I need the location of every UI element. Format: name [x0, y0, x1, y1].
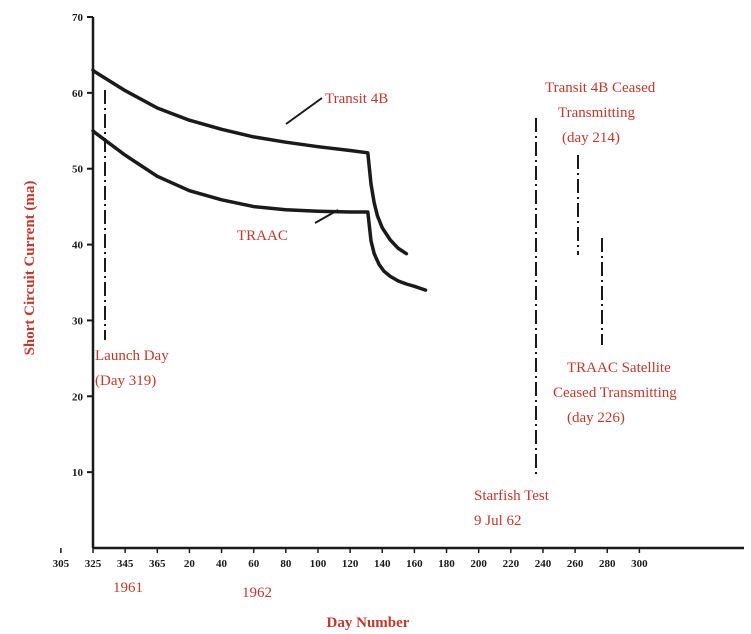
x-tick-label-13: 200 — [470, 558, 487, 570]
annotation-transit-ceased-line-3: (day 214) — [562, 130, 620, 146]
x-tick-label-7: 80 — [280, 558, 292, 570]
x-tick-label-4: 20 — [184, 558, 196, 570]
x-tick-label-9: 120 — [342, 558, 359, 570]
annotation-launch-day-line-2: (Day 319) — [95, 373, 156, 389]
annotation-traac: TRAAC — [237, 228, 288, 244]
y-tick-label-30: 30 — [72, 315, 84, 327]
x-tick-label-3: 365 — [149, 558, 166, 570]
y-tick-label-50: 50 — [72, 164, 84, 176]
annotation-traac-ceased-line-1: TRAAC Satellite — [567, 360, 671, 376]
series-line-transit-4b — [91, 68, 409, 256]
x-tick-label-16: 260 — [567, 558, 584, 570]
y-tick-label-40: 40 — [72, 240, 84, 252]
annotation-transit-ceased: Transit 4B Ceased Transmitting (day 214) — [545, 80, 659, 146]
series-line-traac — [91, 129, 428, 292]
annotation-starfish-test: Starfish Test 9 Jul 62 — [474, 488, 553, 529]
x-tick-label-8: 100 — [310, 558, 327, 570]
x-tick-label-0: 305 — [53, 558, 70, 570]
x-tick-label-1: 325 — [85, 558, 102, 570]
y-tick-label-70: 70 — [72, 12, 84, 24]
data-series — [91, 68, 428, 292]
annotation-launch-day-line-1: Launch Day — [95, 348, 169, 364]
x-tick-label-10: 140 — [374, 558, 391, 570]
x-tick-label-18: 300 — [631, 558, 648, 570]
event-markers — [104, 90, 603, 475]
x-tick-label-17: 280 — [599, 558, 616, 570]
traac-leader-line — [314, 209, 339, 224]
transit-4b-leader-line — [285, 97, 323, 125]
y-axis-ticks: 10 20 30 40 50 60 70 — [72, 12, 93, 479]
x-tick-label-14: 220 — [503, 558, 520, 570]
x-tick-label-15: 240 — [535, 558, 552, 570]
y-tick-label-10: 10 — [72, 467, 84, 479]
x-tick-label-11: 160 — [406, 558, 423, 570]
annotation-transit-ceased-line-2: Transmitting — [558, 105, 635, 121]
y-tick-label-60: 60 — [72, 88, 84, 100]
x-tick-label-2: 345 — [117, 558, 134, 570]
annotation-starfish-test-line-2: 9 Jul 62 — [474, 513, 522, 529]
y-axis-label: Short Circuit Current (ma) — [22, 181, 38, 356]
x-axis-ticks: 305 325 345 365 20 40 60 80 100 120 140 160 180 200 22… — [53, 548, 648, 570]
x-axis-label: Day Number — [327, 615, 410, 631]
year-label-1962: 1962 — [242, 585, 272, 601]
x-tick-label-6: 60 — [248, 558, 260, 570]
year-label-1961: 1961 — [113, 580, 143, 596]
annotation-starfish-test-line-1: Starfish Test — [474, 488, 550, 504]
annotation-traac-ceased: TRAAC Satellite Ceased Transmitting (day… — [553, 360, 681, 426]
annotation-transit-ceased-line-1: Transit 4B Ceased — [545, 80, 656, 96]
annotation-traac-ceased-line-3: (day 226) — [567, 410, 625, 426]
x-tick-label-12: 180 — [438, 558, 455, 570]
chart-axes — [91, 17, 744, 550]
annotation-launch-day: Launch Day (Day 319) — [95, 348, 172, 389]
annotation-transit-4b: Transit 4B — [325, 91, 388, 107]
annotation-traac-ceased-line-2: Ceased Transmitting — [553, 385, 677, 401]
x-tick-label-5: 40 — [216, 558, 228, 570]
y-tick-label-20: 20 — [72, 391, 84, 403]
